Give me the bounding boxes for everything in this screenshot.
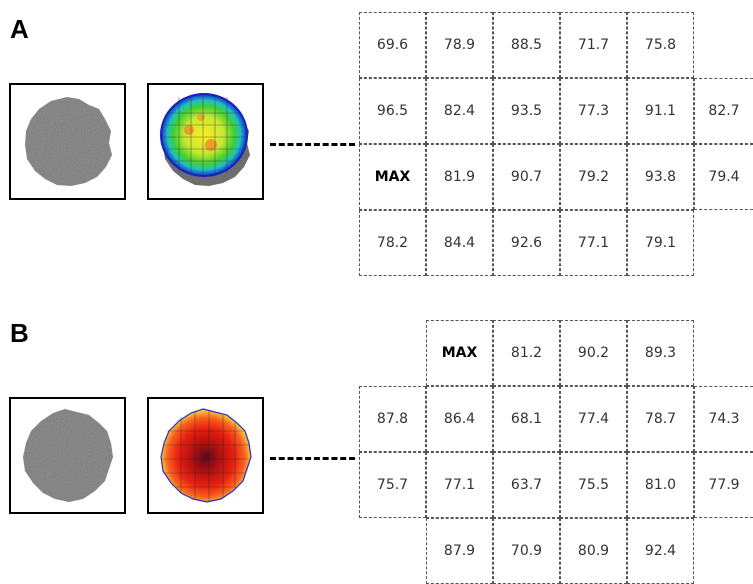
grid-cell: 88.5 [493, 12, 560, 78]
grid-cell: 81.0 [627, 452, 694, 518]
panel-a-label: A [10, 14, 29, 44]
grid-cell: 81.2 [493, 320, 560, 386]
grid-cell: 90.2 [560, 320, 627, 386]
heatmap-colony-image-b [147, 397, 264, 514]
grid-cell-empty [694, 518, 753, 584]
grid-cell: 93.5 [493, 78, 560, 144]
grid-cell: 63.7 [493, 452, 560, 518]
grid-cell: 87.8 [359, 386, 426, 452]
grid-cell: 96.5 [359, 78, 426, 144]
grid-cell: 81.9 [426, 144, 493, 210]
grid-cell: 77.1 [426, 452, 493, 518]
connector-line-a [270, 143, 355, 146]
grid-cell: 84.4 [426, 210, 493, 276]
grid-cell: 78.9 [426, 12, 493, 78]
grid-cell: 77.9 [694, 452, 753, 518]
grid-cell: 78.7 [627, 386, 694, 452]
grid-cell: 80.9 [560, 518, 627, 584]
grid-cell: 79.1 [627, 210, 694, 276]
grid-cell: 79.2 [560, 144, 627, 210]
grid-cell: 77.3 [560, 78, 627, 144]
grayscale-colony-image-a [9, 83, 126, 200]
grid-cell: 75.5 [560, 452, 627, 518]
grid-cell: 77.4 [560, 386, 627, 452]
grid-cell: 68.1 [493, 386, 560, 452]
grid-cell-max: MAX [426, 320, 493, 386]
grayscale-colony-image-b [9, 397, 126, 514]
grid-cell-empty [359, 518, 426, 584]
grid-cell: 74.3 [694, 386, 753, 452]
grid-cell: 92.6 [493, 210, 560, 276]
grid-cell-empty [359, 320, 426, 386]
grid-cell: 86.4 [426, 386, 493, 452]
grid-cell-empty [694, 320, 753, 386]
grid-cell: 93.8 [627, 144, 694, 210]
grid-cell: 77.1 [560, 210, 627, 276]
grid-cell: 79.4 [694, 144, 753, 210]
grid-cell: 89.3 [627, 320, 694, 386]
grid-cell: 71.7 [560, 12, 627, 78]
grid-cell: 87.9 [426, 518, 493, 584]
grid-cell-empty [694, 12, 753, 78]
heatmap-colony-image-a [147, 83, 264, 200]
grid-cell: 70.9 [493, 518, 560, 584]
connector-line-b [270, 457, 355, 460]
grid-cell: 91.1 [627, 78, 694, 144]
grid-cell-empty [694, 210, 753, 276]
grid-cell: 75.7 [359, 452, 426, 518]
grid-cell: 78.2 [359, 210, 426, 276]
grid-cell-max: MAX [359, 144, 426, 210]
grid-cell: 75.8 [627, 12, 694, 78]
grid-cell: 82.7 [694, 78, 753, 144]
grid-cell: 69.6 [359, 12, 426, 78]
grid-cell: 92.4 [627, 518, 694, 584]
grid-cell: 90.7 [493, 144, 560, 210]
grid-cell: 82.4 [426, 78, 493, 144]
panel-b-label: B [10, 318, 29, 348]
